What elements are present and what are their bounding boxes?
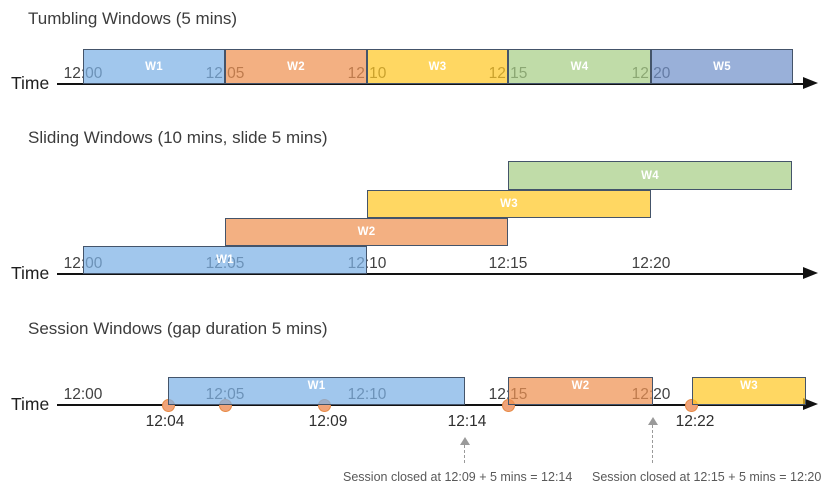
annotation-dashed-line <box>652 425 653 463</box>
window-label: W2 <box>287 60 305 73</box>
timeline-sliding <box>57 272 804 276</box>
window-label: W4 <box>641 169 659 182</box>
window-label: W4 <box>570 60 589 73</box>
window-tumbling-w1: W1 <box>83 49 225 84</box>
event-time-label: 12:14 <box>447 413 487 430</box>
section-title-sliding: Sliding Windows (10 mins, slide 5 mins) <box>28 128 328 147</box>
tick-label: 12:00 <box>63 386 103 403</box>
annotation-up-arrow-icon <box>460 437 470 445</box>
window-label: W1 <box>307 380 326 392</box>
window-tumbling-w4: W4 <box>508 49 651 84</box>
window-label: W3 <box>500 198 518 210</box>
window-tumbling-w5: W5 <box>651 49 793 84</box>
window-label: W2 <box>357 226 376 238</box>
section-title-session: Session Windows (gap duration 5 mins) <box>28 319 328 338</box>
window-label: W1 <box>216 254 234 266</box>
timeline-arrowhead-icon <box>803 77 818 89</box>
window-sliding-w4: W4 <box>508 161 792 190</box>
axis-label-sliding: Time <box>11 263 50 283</box>
window-label: W3 <box>740 380 758 392</box>
window-session-w1: W1 <box>168 377 465 405</box>
annotation-text: Session closed at 12:09 + 5 mins = 12:14 <box>343 470 573 484</box>
tick-label: 12:15 <box>488 255 528 272</box>
annotation-up-arrow-icon <box>648 417 658 425</box>
window-sliding-w1: W1 <box>83 246 367 274</box>
window-label: W5 <box>713 60 731 73</box>
window-session-w3: W3 <box>692 377 806 405</box>
annotation-dashed-line <box>464 445 465 463</box>
axis-label-tumbling: Time <box>11 73 50 93</box>
axis-label-session: Time <box>11 394 50 414</box>
tick-label: 12:20 <box>631 255 671 272</box>
window-tumbling-w3: W3 <box>367 49 508 84</box>
section-title-tumbling: Tumbling Windows (5 mins) <box>28 9 238 28</box>
window-sliding-w3: W3 <box>367 190 651 218</box>
event-time-label: 12:09 <box>308 413 348 430</box>
window-label: W3 <box>428 60 447 73</box>
window-sliding-w2: W2 <box>225 218 508 246</box>
timeline-arrowhead-icon <box>803 398 818 410</box>
window-label: W2 <box>571 380 590 392</box>
window-session-w2: W2 <box>508 377 653 405</box>
timeline-arrowhead-icon <box>803 267 818 279</box>
window-label: W1 <box>145 60 163 73</box>
event-time-label: 12:04 <box>145 413 185 430</box>
annotation-text: Session closed at 12:15 + 5 mins = 12:20 <box>592 470 822 484</box>
event-time-label: 12:22 <box>675 413 715 430</box>
window-tumbling-w2: W2 <box>225 49 367 84</box>
